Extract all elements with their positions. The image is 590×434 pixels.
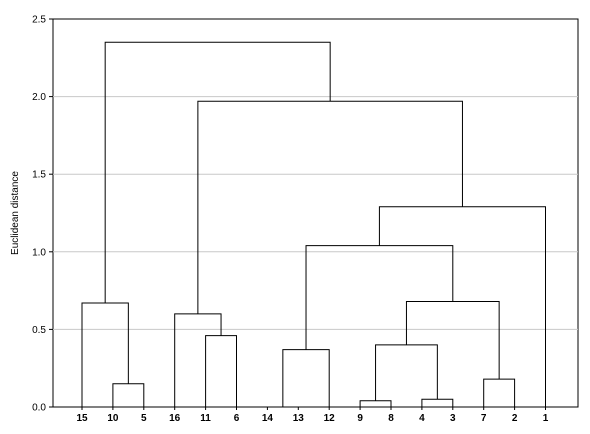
leaf-label-16: 16 [169,413,181,424]
y-tick-label: 1.5 [32,170,46,181]
y-tick-label: 2.5 [32,15,46,26]
dendrogram-link-1 [81,302,129,407]
leaf-label-11: 11 [200,413,211,424]
leaf-label-14: 14 [262,413,274,424]
leaf-label-13: 13 [293,413,305,424]
y-axis-title: Euclidean distance [10,171,21,255]
dendrogram-link-3 [174,313,222,407]
dendrogram-link-0 [112,383,145,407]
dendrogram-link-5 [282,349,330,407]
gridlines [53,96,578,330]
dendrogram-link-10 [405,300,500,380]
y-tick-label: 0.0 [32,403,46,414]
dendrogram-link-14 [104,41,331,304]
x-axis-leaf-labels: 15 10 5 16 11 6 14 13 12 9 8 4 3 7 2 1 [76,407,549,424]
leaf-label-1: 1 [543,413,549,424]
y-tick-label: 1.0 [32,247,46,258]
dendrogram-link-9 [483,378,516,407]
dendrogram-link-8 [375,344,438,401]
dendrogram-link-12 [378,206,546,407]
leaf-label-12: 12 [324,413,336,424]
leaf-label-15: 15 [76,413,88,424]
leaf-label-6: 6 [234,413,240,424]
y-axis-ticks: 0.0 0.5 1.0 1.5 2.0 2.5 [32,15,53,414]
dendrogram-link-13 [197,100,463,314]
dendrogram-link-7 [421,398,454,407]
leaf-label-2: 2 [512,413,518,424]
y-tick-label: 0.5 [32,325,46,336]
leaf-label-7: 7 [481,413,487,424]
leaf-label-10: 10 [107,413,119,424]
dendrogram-links [81,41,546,408]
dendrogram-link-11 [305,245,454,350]
dendrogram-link-6 [359,400,392,407]
leaf-label-8: 8 [388,413,394,424]
leaf-label-4: 4 [419,413,425,424]
leaf-label-9: 9 [357,413,363,424]
plot-frame [52,18,579,408]
dendrogram-link-2 [205,335,237,407]
leaf-label-3: 3 [450,413,456,424]
y-tick-label: 2.0 [32,92,46,103]
leaf-label-5: 5 [141,413,147,424]
